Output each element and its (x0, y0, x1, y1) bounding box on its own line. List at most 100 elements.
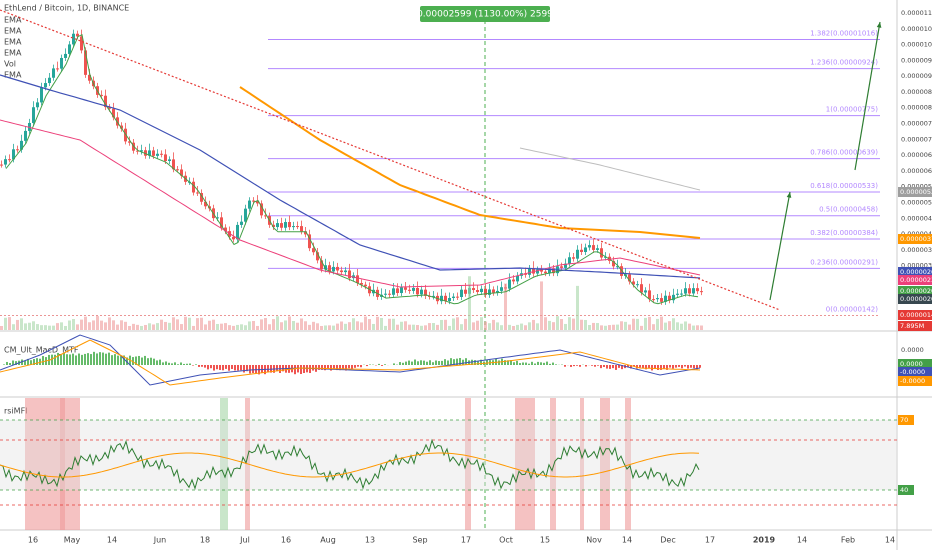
rsi-highlight (465, 398, 471, 530)
price-axis-label: 0.00000500 (901, 198, 932, 206)
volume-bar (84, 316, 87, 330)
candle-body (552, 268, 555, 274)
macd-hist (381, 365, 383, 366)
volume-bar (216, 323, 219, 330)
volume-bar (404, 321, 407, 330)
macd-hist (246, 365, 248, 372)
volume-bar (580, 319, 583, 330)
candle-body (412, 287, 415, 291)
macd-hist (600, 365, 602, 369)
price-tag (898, 321, 932, 331)
macd-line (0, 334, 701, 386)
macd-hist (63, 353, 65, 365)
macd-hist (261, 365, 263, 373)
macd-hist (69, 354, 71, 365)
macd-hist (117, 355, 119, 365)
macd-hist (156, 360, 158, 365)
time-axis-label: 17 (461, 536, 471, 545)
indicator-label: EMA (4, 16, 22, 25)
candle-body (632, 281, 635, 285)
volume-bar (464, 318, 467, 330)
ema-green (5, 33, 699, 305)
candle-body (156, 153, 159, 156)
macd-hist (504, 360, 506, 365)
volume-bar (340, 321, 343, 330)
volume-bar (256, 325, 259, 330)
macd-hist (510, 360, 512, 365)
volume-bar (100, 320, 103, 330)
fib-label: 0.618(0.00000533) (810, 182, 878, 190)
macd-hist (696, 365, 698, 370)
macd-hist (537, 361, 539, 365)
volume-bar (500, 325, 503, 330)
volume-bar (20, 318, 23, 330)
candle-body (516, 275, 519, 282)
candle-body (484, 288, 487, 295)
volume-bar (440, 319, 443, 330)
volume-bar (128, 325, 131, 330)
volume-bar (516, 324, 519, 330)
candle-body (296, 226, 299, 228)
macd-hist (75, 355, 77, 365)
macd-hist (192, 365, 194, 366)
time-axis-label: Nov (586, 536, 602, 545)
volume-bar (12, 324, 15, 330)
candle-body (252, 200, 255, 202)
volume-bar (624, 321, 627, 330)
time-axis-label: 16 (28, 536, 38, 545)
macd-hist (177, 364, 179, 365)
volume-bar (248, 321, 251, 330)
candle-body (488, 289, 491, 295)
macd-hist (597, 365, 599, 366)
volume-bar (648, 316, 651, 330)
volume-bar (152, 324, 155, 330)
macd-hist (657, 365, 659, 370)
volume-bar (68, 320, 71, 330)
price-axis-label: 0.00001000 (901, 41, 932, 49)
macd-hist (207, 365, 209, 370)
volume-bar (568, 317, 571, 330)
macd-hist (318, 365, 320, 370)
macd-hist (444, 359, 446, 365)
macd-hist (105, 353, 107, 365)
volume-bar (260, 319, 263, 330)
volume-bar (280, 322, 283, 330)
macd-hist (612, 365, 614, 369)
volume-bar (592, 322, 595, 330)
candle-body (316, 252, 319, 261)
price-axis-label: 0.00000800 (901, 104, 932, 112)
volume-bar (336, 323, 339, 330)
candle-body (8, 159, 11, 161)
price-tag-label: 0.00000141 (900, 311, 932, 319)
measure-box (420, 6, 550, 22)
fib-label: 0.5(0.00000458) (819, 206, 878, 214)
macd-hist (171, 363, 173, 365)
price-tag-label: 7.895M (900, 322, 924, 330)
candle-body (584, 247, 587, 252)
volume-bar (640, 325, 643, 330)
volume-bar (672, 318, 675, 330)
volume-bar (416, 325, 419, 330)
volume-bar (636, 318, 639, 330)
candle-body (172, 159, 175, 170)
volume-bar (504, 283, 507, 330)
macd-hist (126, 357, 128, 365)
macd-hist (228, 365, 230, 371)
time-axis-label: 13 (365, 536, 375, 545)
macd-hist (114, 354, 116, 365)
macd-hist (111, 355, 113, 365)
volume-bar (284, 320, 287, 330)
time-axis-label: Jul (239, 536, 250, 545)
macd-hist (333, 365, 335, 369)
volume-bar (108, 317, 111, 330)
volume-bar (376, 316, 379, 330)
volume-bar (196, 318, 199, 330)
macd-hist (573, 365, 575, 367)
candle-body (300, 226, 303, 232)
volume-bar (292, 320, 295, 330)
candle-body (636, 284, 639, 286)
candle-body (280, 223, 283, 228)
volume-bar (212, 319, 215, 330)
rsi-highlight (625, 398, 631, 530)
macd-hist (423, 360, 425, 365)
